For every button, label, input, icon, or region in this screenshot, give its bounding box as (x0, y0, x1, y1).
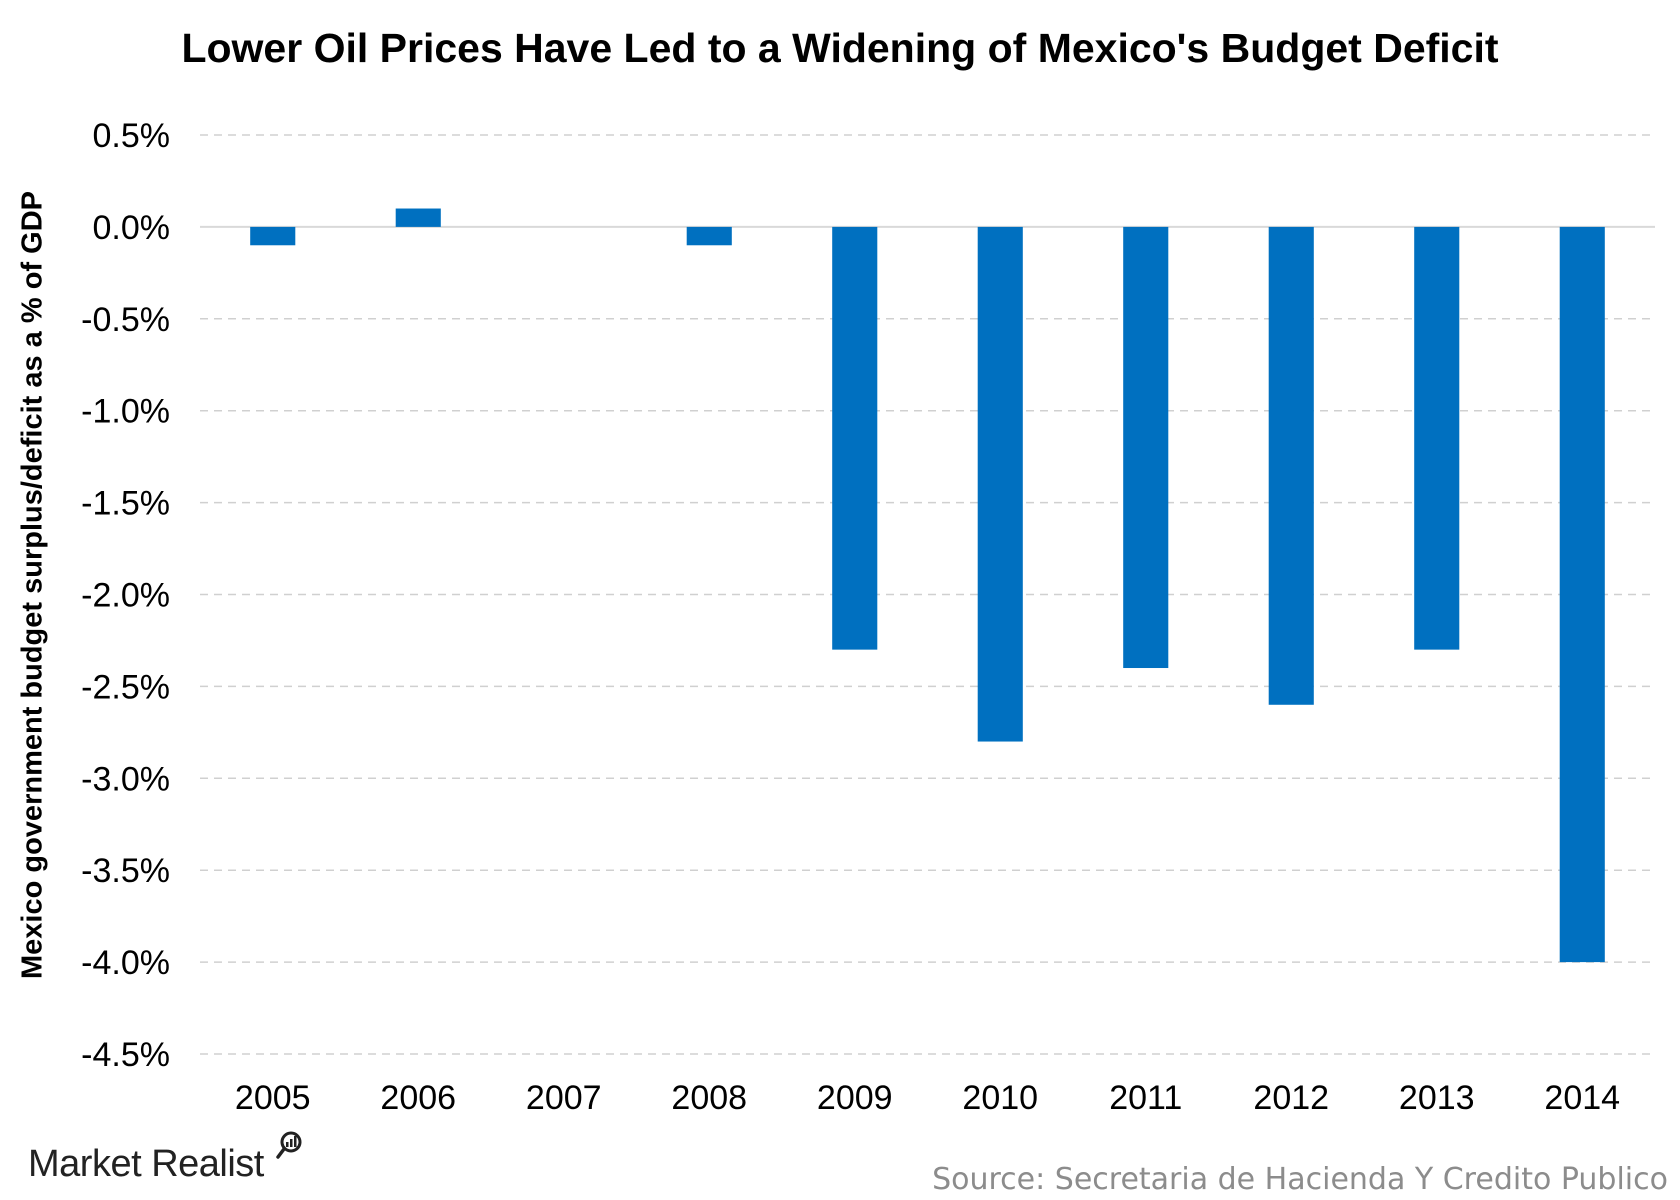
y-tick-labels: 0.5% 0.0% -0.5% -1.0% -1.5% -2.0% -2.5% -3.0% -3… (81, 117, 170, 1074)
y-tick-label: -3.5% (81, 852, 170, 890)
y-tick-label: 0.0% (93, 209, 171, 247)
x-tick-label: 2012 (1253, 1079, 1329, 1117)
y-tick-label: -0.5% (81, 301, 170, 339)
x-tick-labels: 2005 2006 2007 2008 2009 2010 2011 2012 2013 2014 (235, 1079, 1620, 1117)
bar-2010 (977, 226, 1023, 742)
y-tick-label: 0.5% (93, 117, 171, 155)
x-tick-label: 2011 (1109, 1079, 1182, 1117)
gridlines (200, 134, 1655, 1055)
bar-2011 (1123, 226, 1169, 669)
bar-2008 (686, 226, 732, 246)
y-tick-label: -3.0% (81, 760, 170, 798)
bar-2012 (1268, 226, 1314, 705)
chart-title: Lower Oil Prices Have Led to a Widening … (181, 25, 1499, 71)
brand-logo-text: Market Realist (28, 1143, 264, 1185)
bar-2013 (1414, 226, 1460, 650)
x-tick-label: 2008 (671, 1079, 747, 1117)
source-note: Source: Secretaria de Hacienda Y Credito… (932, 1162, 1668, 1197)
bar-2014 (1559, 226, 1605, 963)
x-tick-label: 2013 (1399, 1079, 1475, 1117)
y-tick-label: -1.0% (81, 393, 170, 431)
y-tick-label: -2.5% (81, 668, 170, 706)
magnifier-chart-icon (276, 1131, 302, 1159)
bar-2006 (395, 208, 441, 227)
x-tick-label: 2010 (962, 1079, 1038, 1117)
y-tick-label: -4.0% (81, 944, 170, 982)
x-tick-label: 2006 (380, 1079, 456, 1117)
y-tick-label: -4.5% (81, 1036, 170, 1074)
bar-2005 (250, 226, 296, 246)
x-tick-label: 2009 (817, 1079, 893, 1117)
y-tick-label: -2.0% (81, 577, 170, 615)
bars (250, 208, 1605, 963)
x-tick-label: 2014 (1544, 1079, 1620, 1117)
x-tick-label: 2007 (526, 1079, 602, 1117)
y-tick-label: -1.5% (81, 485, 170, 523)
x-tick-label: 2005 (235, 1079, 311, 1117)
bar-2009 (832, 226, 878, 650)
